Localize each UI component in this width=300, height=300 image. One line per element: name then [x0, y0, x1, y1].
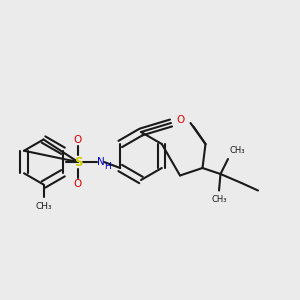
Text: O: O [177, 115, 185, 125]
Text: O: O [74, 178, 82, 189]
Text: CH₃: CH₃ [35, 202, 52, 211]
Text: CH₃: CH₃ [211, 195, 227, 204]
Text: CH₃: CH₃ [230, 146, 245, 155]
Text: H: H [104, 162, 110, 171]
Text: S: S [74, 155, 82, 169]
Text: O: O [74, 135, 82, 146]
Text: N: N [97, 157, 104, 167]
